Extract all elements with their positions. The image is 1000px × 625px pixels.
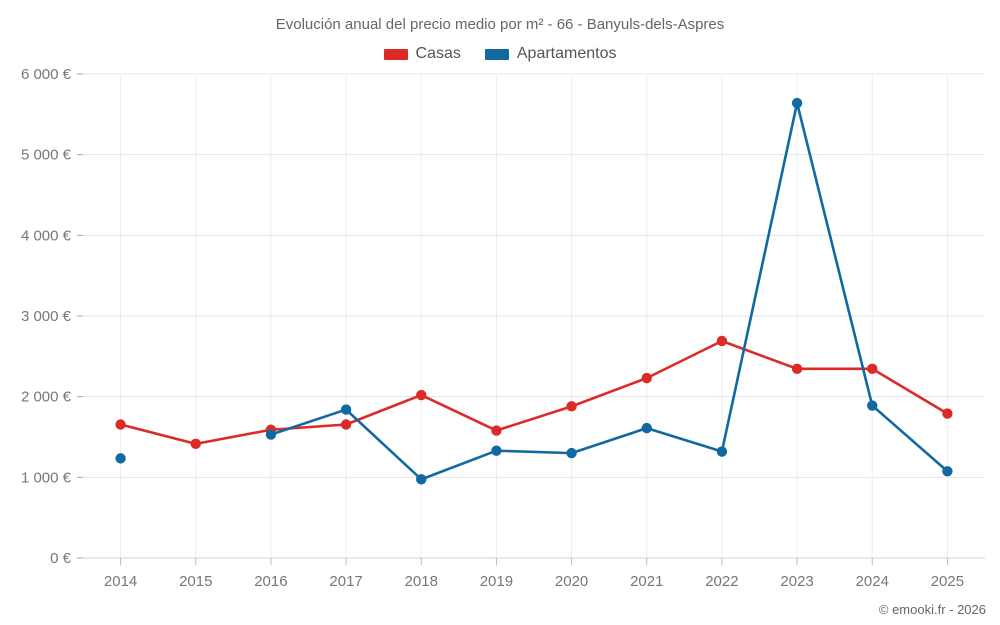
y-axis-tick-label: 2 000 € <box>21 389 72 406</box>
y-axis-tick-label: 3 000 € <box>21 308 72 325</box>
credit-text: © emooki.fr - 2026 <box>878 602 986 617</box>
y-axis-tick-label: 0 € <box>50 550 72 567</box>
x-axis-tick-label: 2018 <box>405 573 438 590</box>
series-lines <box>119 101 949 481</box>
data-point-casas-2018[interactable] <box>416 389 427 401</box>
data-point-casas-2015[interactable] <box>190 438 201 450</box>
legend-label-casas: Casas <box>415 45 461 62</box>
legend-item-apartamentos[interactable]: Apartamentos <box>484 45 617 63</box>
data-point-apartamentos-2025[interactable] <box>942 466 953 477</box>
data-point-casas-2020[interactable] <box>566 401 577 412</box>
y-axis-labels: 0 € 1 000 € 2 000 € 3 000 € 4 000 € 5 000 € 6 … <box>21 66 72 567</box>
y-axis-tick-label: 5 000 € <box>21 147 72 164</box>
legend-label-apartamentos: Apartamentos <box>516 45 617 62</box>
data-point-casas-2024[interactable] <box>867 363 878 375</box>
chart-legend: Casas Apartamentos <box>0 45 1000 63</box>
data-point-apartamentos-2020[interactable] <box>566 447 577 459</box>
data-point-apartamentos-2016[interactable] <box>265 429 277 440</box>
series-points <box>115 97 953 485</box>
x-axis-ticks <box>120 558 948 565</box>
data-point-casas-2014[interactable] <box>115 419 126 430</box>
data-point-casas-2017[interactable] <box>340 419 352 430</box>
x-axis-tick-label: 2017 <box>329 573 362 590</box>
y-axis-ticks <box>77 73 83 559</box>
data-point-casas-2022[interactable] <box>716 335 728 347</box>
legend-swatch-casas <box>383 48 408 60</box>
data-point-apartamentos-2017[interactable] <box>340 404 352 415</box>
data-point-casas-2019[interactable] <box>491 425 502 436</box>
x-axis-tick-label: 2021 <box>630 573 663 590</box>
data-point-casas-2021[interactable] <box>641 372 652 384</box>
x-axis-tick-label: 2025 <box>931 573 964 590</box>
x-axis-tick-label: 2023 <box>780 573 813 590</box>
x-axis-tick-label: 2014 <box>104 573 137 590</box>
data-point-apartamentos-2018[interactable] <box>416 474 427 485</box>
data-point-apartamentos-2014[interactable] <box>115 453 126 464</box>
series-line-apartamentos <box>269 101 949 481</box>
legend-item-casas[interactable]: Casas <box>383 45 461 63</box>
data-point-apartamentos-2021[interactable] <box>641 422 652 434</box>
legend-swatch-apartamentos <box>484 48 509 60</box>
data-point-casas-2025[interactable] <box>942 408 953 419</box>
y-axis-tick-label: 4 000 € <box>21 227 72 244</box>
data-point-apartamentos-2024[interactable] <box>867 400 878 411</box>
y-axis-tick-label: 1 000 € <box>21 469 72 486</box>
x-axis-tick-label: 2024 <box>856 573 889 590</box>
x-axis-tick-label: 2016 <box>254 573 287 590</box>
x-axis-tick-label: 2020 <box>555 573 588 590</box>
data-point-apartamentos-2022[interactable] <box>716 446 728 457</box>
x-axis-tick-label: 2015 <box>179 573 212 590</box>
data-point-casas-2023[interactable] <box>791 363 803 375</box>
y-axis-tick-label: 6 000 € <box>21 66 72 83</box>
series-line-casas <box>119 339 949 446</box>
x-axis-tick-label: 2022 <box>705 573 738 590</box>
x-axis-labels: 2014 2015 2016 2017 2018 2019 2020 2021 2022 2023… <box>104 573 964 590</box>
x-axis-tick-label: 2019 <box>480 573 513 590</box>
data-point-apartamentos-2023[interactable] <box>791 97 803 109</box>
data-point-apartamentos-2019[interactable] <box>491 445 502 456</box>
chart-title: Evolución anual del precio medio por m² … <box>275 16 725 33</box>
